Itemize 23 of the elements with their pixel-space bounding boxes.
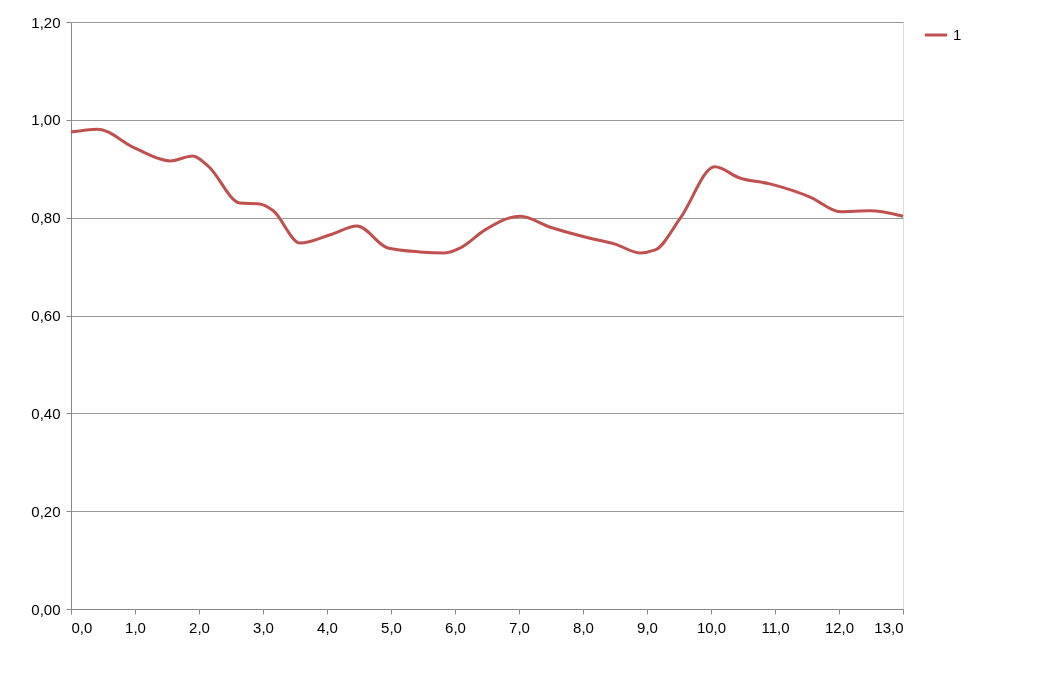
x-tick-label: 7,0 — [509, 618, 530, 636]
x-tick-label: 2,0 — [189, 618, 210, 636]
y-tick-label: 0,80 — [31, 209, 61, 227]
legend-label: 1 — [953, 26, 962, 43]
x-tick-label: 13,0 — [874, 618, 904, 636]
y-tick-label: 1,20 — [31, 13, 61, 31]
x-tick-label: 6,0 — [445, 618, 466, 636]
x-tick-label: 9,0 — [637, 618, 658, 636]
x-tick-label: 0,0 — [71, 618, 93, 636]
y-tick-label: 0,60 — [31, 307, 61, 324]
x-tick-label: 5,0 — [381, 618, 402, 636]
x-tick-label: 8,0 — [573, 618, 594, 636]
line-series — [69, 127, 905, 255]
y-tick-label: 0,00 — [31, 600, 61, 618]
y-tick-label: 0,20 — [31, 502, 61, 520]
y-tick-label: 0,40 — [31, 404, 61, 422]
x-tick-label: 10,0 — [696, 618, 727, 636]
x-tick-label: 4,0 — [317, 618, 338, 636]
x-tick-label: 1,0 — [125, 618, 146, 636]
y-tick-label: 1,00 — [31, 111, 61, 129]
x-tick-label: 11,0 — [761, 618, 790, 636]
x-tick-label: 12,0 — [824, 618, 855, 636]
x-tick-label: 3,0 — [253, 618, 274, 636]
